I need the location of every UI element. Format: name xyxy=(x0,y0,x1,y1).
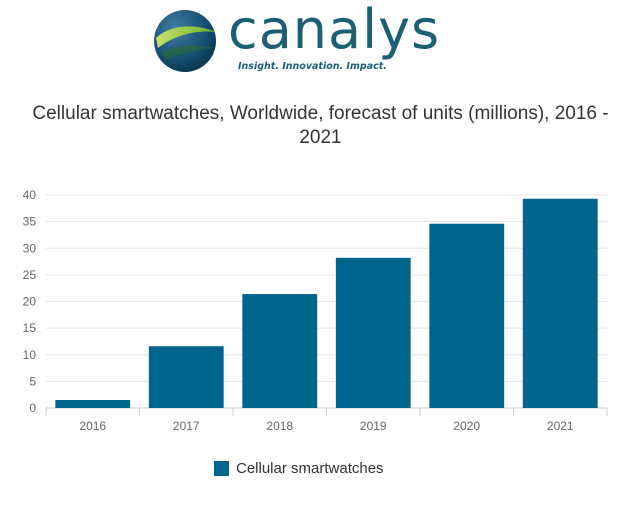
legend-swatch xyxy=(214,461,229,476)
logo-tagline: Insight. Innovation. Impact. xyxy=(238,61,387,72)
x-tick-label: 2020 xyxy=(453,419,480,433)
chart-title: Cellular smartwatches, Worldwide, foreca… xyxy=(0,102,641,150)
y-tick-label: 10 xyxy=(23,348,37,362)
y-tick-label: 40 xyxy=(23,188,37,202)
bar xyxy=(335,257,411,408)
chart-title-line: Cellular smartwatches, Worldwide, foreca… xyxy=(32,103,609,124)
legend-label: Cellular smartwatches xyxy=(236,460,384,477)
y-tick-label: 35 xyxy=(23,215,37,229)
bar xyxy=(429,223,505,408)
x-tick-label: 2018 xyxy=(266,419,293,433)
x-tick-label: 2019 xyxy=(360,419,387,433)
x-tick-label: 2021 xyxy=(547,419,574,433)
chart-legend[interactable]: Cellular smartwatches xyxy=(214,460,384,477)
bar xyxy=(55,400,131,408)
y-tick-label: 20 xyxy=(23,295,37,309)
y-tick-label: 5 xyxy=(29,374,36,388)
bar xyxy=(148,346,224,408)
y-tick-label: 30 xyxy=(23,241,37,255)
canalys-logo: canalys Insight. Innovation. Impact. xyxy=(152,0,452,74)
y-tick-label: 15 xyxy=(23,321,37,335)
y-tick-label: 0 xyxy=(29,401,36,415)
y-tick-label: 25 xyxy=(23,268,37,282)
x-tick-label: 2016 xyxy=(79,419,106,433)
x-tick-label: 2017 xyxy=(173,419,200,433)
chart-title-line: 2021 xyxy=(299,127,342,148)
bar xyxy=(242,294,318,408)
bar xyxy=(522,198,598,408)
logo-wordmark: canalys xyxy=(228,0,441,61)
globe-icon xyxy=(154,10,216,72)
